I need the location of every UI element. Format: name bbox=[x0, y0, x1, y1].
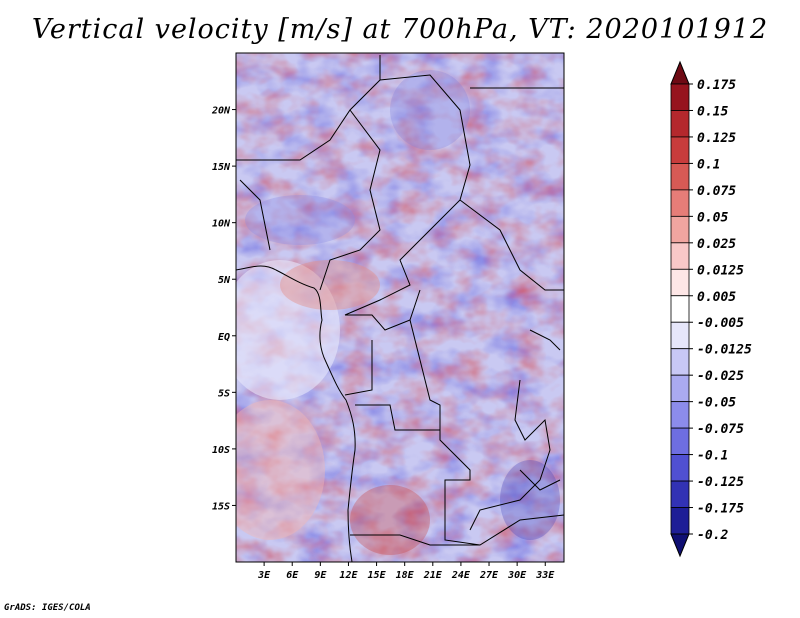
colorbar-label: -0.125 bbox=[697, 475, 744, 490]
colorbar-box bbox=[670, 163, 690, 191]
colorbar-label: -0.0125 bbox=[697, 343, 752, 358]
colorbar-box bbox=[670, 480, 690, 508]
lon-tick-label: 21E bbox=[423, 570, 443, 581]
colorbar-box bbox=[670, 374, 690, 403]
vertical-velocity-field bbox=[236, 53, 564, 562]
colorbar-label: 0.005 bbox=[697, 290, 736, 305]
colorbar-box bbox=[670, 321, 690, 350]
grads-credit: GrADS: IGES/COLA bbox=[4, 603, 91, 613]
colorbar-label: -0.05 bbox=[697, 396, 736, 411]
colorbar-box bbox=[670, 348, 690, 376]
lon-tick-label: 15E bbox=[368, 570, 387, 581]
lon-tick-label: 27E bbox=[479, 570, 499, 581]
colorbar-label: -0.005 bbox=[697, 316, 744, 331]
colorbar-label: 0.0125 bbox=[697, 263, 744, 278]
lon-tick-label: 18E bbox=[396, 570, 415, 581]
lat-tick-label: 10N bbox=[212, 219, 231, 230]
colorbar-box bbox=[670, 454, 690, 482]
colorbar-box bbox=[670, 242, 690, 270]
lon-tick-label: 3E bbox=[257, 570, 271, 581]
lon-tick-label: 24E bbox=[451, 570, 471, 581]
colorbar-box bbox=[670, 215, 690, 244]
colorbar-label: -0.025 bbox=[697, 369, 744, 384]
colorbar-box bbox=[670, 427, 690, 455]
colorbar-label: 0.1 bbox=[697, 157, 720, 172]
lat-tick-label: 5S bbox=[218, 388, 230, 399]
colorbar-label: -0.1 bbox=[697, 449, 728, 464]
colorbar-label: 0.125 bbox=[697, 131, 736, 146]
colorbar-top-arrow bbox=[670, 60, 690, 85]
lon-tick-label: 33E bbox=[535, 570, 555, 581]
country-borders bbox=[236, 55, 564, 562]
lon-tick-label: 9E bbox=[314, 570, 327, 581]
colorbar: 0.175 0.15 0.125 0.1 0.075 0.05 0.025 0.0125 0.0… bbox=[670, 60, 752, 558]
lat-tick-label: EQ bbox=[218, 332, 230, 343]
colorbar-label: 0.025 bbox=[697, 237, 736, 252]
colorbar-box bbox=[670, 295, 690, 323]
chart-title: Vertical velocity [m/s] at 700hPa, VT: 2… bbox=[31, 14, 769, 45]
lat-tick-label: 15S bbox=[212, 501, 230, 512]
lat-tick-label: 10S bbox=[212, 445, 230, 456]
lon-tick-label: 12E bbox=[339, 570, 358, 581]
colorbar-box bbox=[670, 136, 690, 164]
colorbar-label: -0.075 bbox=[697, 422, 744, 437]
colorbar-bottom-arrow bbox=[670, 533, 690, 558]
colorbar-label: 0.175 bbox=[697, 78, 736, 93]
colorbar-box bbox=[670, 189, 690, 217]
lon-tick-label: 6E bbox=[286, 570, 299, 581]
lat-tick-label: 5N bbox=[218, 275, 231, 286]
colorbar-box bbox=[670, 507, 690, 535]
colorbar-box bbox=[670, 268, 690, 297]
colorbar-label: -0.2 bbox=[697, 528, 728, 543]
latitude-axis: 20N 15N 10N 5N EQ 5S 10S 15S bbox=[211, 106, 236, 512]
lat-tick-label: 15N bbox=[212, 162, 231, 173]
map-frame bbox=[235, 52, 565, 563]
colorbar-box bbox=[670, 83, 690, 111]
colorbar-box bbox=[670, 401, 690, 429]
colorbar-label: -0.175 bbox=[697, 502, 744, 517]
colorbar-label: 0.05 bbox=[697, 210, 728, 225]
colorbar-label: 0.075 bbox=[697, 184, 736, 199]
lon-tick-label: 30E bbox=[507, 570, 527, 581]
colorbar-box bbox=[670, 110, 690, 138]
colorbar-label: 0.15 bbox=[697, 104, 728, 119]
lat-tick-label: 20N bbox=[211, 106, 231, 117]
longitude-axis: 3E 6E 9E 12E 15E 18E 21E 24E 27E 30E 33E bbox=[257, 562, 555, 581]
